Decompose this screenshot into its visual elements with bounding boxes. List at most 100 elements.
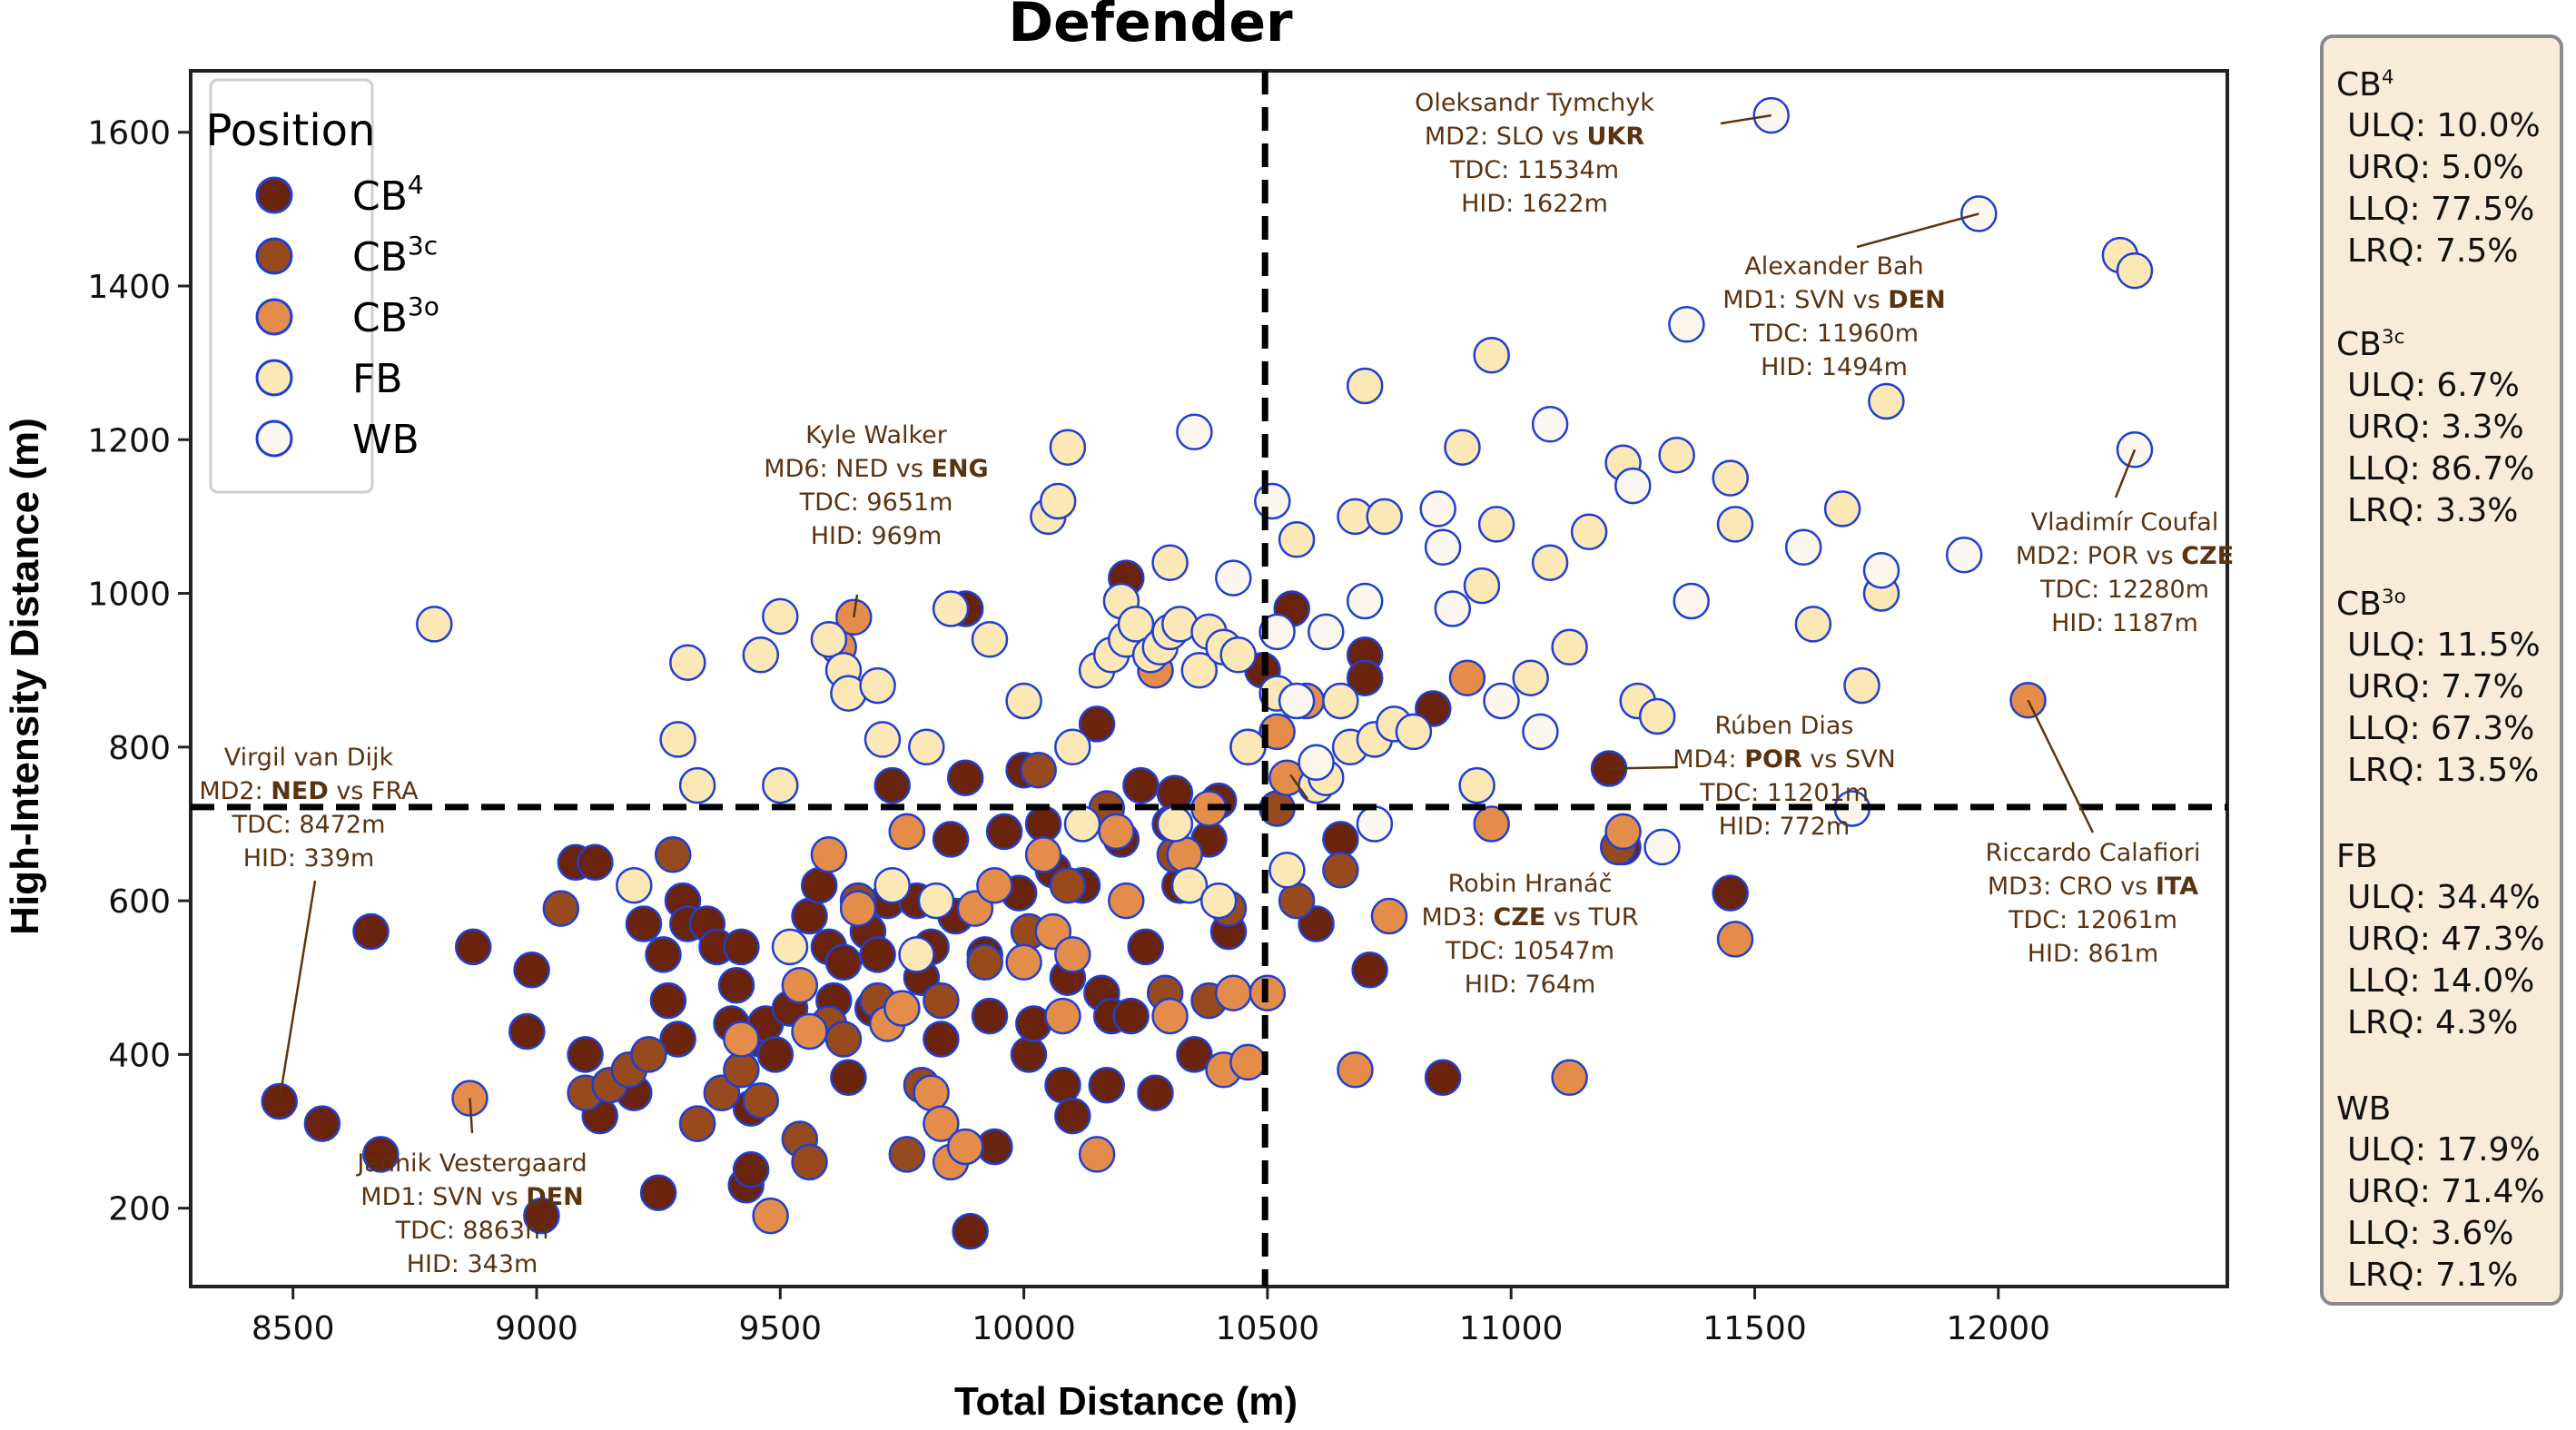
data-point-cb4 [1054, 1097, 1091, 1135]
data-point-wb [1308, 613, 1345, 651]
annotation-tdc: TDC: 10547m [1445, 937, 1614, 965]
data-point-cb3o [839, 890, 877, 927]
data-point-cb3c [654, 836, 692, 873]
data-point-fb [1005, 682, 1042, 720]
data-point-wb [1643, 828, 1681, 866]
stats-group-title: FB [2336, 837, 2560, 877]
quadrant-stats-box: CB4 ULQ: 10.0% URQ: 5.0% LLQ: 77.5% LRQ: 7.5… [2320, 35, 2563, 1306]
data-point-cb3o [781, 966, 819, 1004]
legend-label: FB [352, 356, 403, 402]
data-point-cb4 [923, 1021, 960, 1058]
data-point-wb [1215, 559, 1252, 597]
y-tick-label: 800 [108, 730, 171, 767]
stats-quadrant-value: LRQ: 13.5% [2347, 752, 2540, 789]
annotations-layer: Oleksandr Tymchyk MD2: SLO vs UKR TDC: 115… [199, 89, 2234, 1278]
data-point-cb4 [756, 1036, 795, 1073]
data-point-fb [1395, 713, 1433, 751]
match-text: vs FRA [329, 777, 419, 805]
data-point-cb4 [800, 866, 838, 904]
data-point-cb4 [649, 981, 687, 1020]
data-point-wb [1531, 406, 1569, 443]
data-point-fb [1658, 436, 1695, 474]
data-point-cb3o [791, 1012, 828, 1050]
annotation-match: MD2: NED vs FRA [199, 777, 419, 805]
x-tick-label: 8500 [252, 1310, 335, 1347]
data-point-fb [1156, 805, 1194, 843]
annotation-tdc: TDC: 9651m [799, 488, 953, 517]
data-point-fb [1823, 490, 1861, 528]
annotation-tdc: TDC: 11534m [1449, 156, 1619, 184]
annotation-player-name: Rúben Dias [1714, 712, 1853, 740]
annotation-tdc: TDC: 11960m [1749, 320, 1919, 348]
legend-label: WB [352, 417, 419, 463]
data-point-cb4 [1424, 1059, 1462, 1097]
stats-quadrant-value: ULQ: 6.7% [2347, 367, 2520, 404]
data-point-fb [1512, 659, 1549, 696]
stats-quadrant-value: ULQ: 17.9% [2347, 1131, 2541, 1169]
data-point-fb [762, 766, 799, 804]
data-point-fb [1843, 666, 1880, 705]
data-point-cb4 [1712, 874, 1749, 912]
data-point-cb3o [1098, 813, 1135, 851]
stats-group-title: CB3c [2336, 318, 2560, 365]
data-point-fb [1063, 805, 1101, 843]
stats-group-title: CB4 [2336, 58, 2560, 105]
y-tick-label: 600 [108, 883, 171, 921]
data-point-wb [1614, 467, 1652, 505]
data-point-wb [1176, 413, 1213, 451]
data-point-wb [1346, 582, 1384, 620]
data-point-cb3o [752, 1197, 789, 1235]
data-point-cb3c [630, 1036, 667, 1073]
x-tick-label: 11500 [1703, 1310, 1807, 1347]
data-point-cb4 [952, 1212, 989, 1250]
data-point-wb [1278, 682, 1316, 720]
x-axis-label: Total Distance (m) [954, 1379, 1298, 1424]
data-point-fb [1039, 482, 1077, 520]
data-point-cb3o [1604, 813, 1642, 851]
stats-quadrant-value: LRQ: 3.3% [2347, 492, 2519, 529]
match-text: MD3: CRO vs [1988, 873, 2156, 901]
data-point-fb [810, 621, 848, 658]
data-point-cb3o [2009, 681, 2047, 719]
annotation-tdc: TDC: 8472m [232, 811, 386, 839]
stats-quadrant-value: URQ: 3.3% [2347, 409, 2524, 446]
annotation-hid: HID: 1494m [1761, 353, 1908, 381]
data-point-cb4 [1351, 952, 1388, 989]
match-text: MD2: SLO vs [1425, 123, 1587, 151]
data-point-cb4 [1088, 1066, 1126, 1104]
match-team-bold: UKR [1586, 123, 1644, 151]
data-point-fb [1322, 682, 1359, 720]
data-point-cb4 [523, 1197, 560, 1235]
match-team-bold: CZE [2181, 542, 2234, 570]
stats-quadrant-value: LLQ: 14.0% [2347, 962, 2535, 1000]
data-point-cb4 [1122, 766, 1160, 804]
data-point-cb3c [1020, 751, 1057, 789]
data-point-fb [416, 606, 453, 643]
y-tick-label: 1400 [87, 269, 171, 306]
annotation: Alexander Bah MD1: SVN vs DEN TDC: 11960m H… [1722, 212, 1979, 381]
stats-quadrant-value: LLQ: 77.5% [2347, 191, 2535, 228]
data-point-fb [762, 597, 799, 636]
annotation: Robin Hranáč MD3: CZE vs TUR TDC: 10547m HI… [1289, 774, 1639, 999]
data-point-wb [1424, 528, 1462, 567]
data-point-cb3o [835, 598, 873, 636]
data-point-fb [971, 621, 1009, 658]
stats-title-sup: 3c [2381, 326, 2405, 349]
data-point-wb [1483, 682, 1520, 720]
data-point-cb3o [1716, 921, 1754, 958]
x-tick-label: 12000 [1947, 1310, 2051, 1347]
data-point-fb [1346, 367, 1384, 405]
data-point-cb3o [923, 1105, 960, 1142]
data-point-cb3o [723, 1021, 760, 1058]
data-point-cb3c [923, 981, 960, 1020]
data-point-cb3c [678, 1105, 716, 1142]
annotation-match: MD3: CRO vs ITA [1988, 873, 2198, 901]
match-team-bold: DEN [1888, 286, 1945, 314]
annotation-hid: HID: 1187m [2051, 609, 2198, 637]
data-point-fb [659, 721, 696, 758]
data-point-fb [1278, 521, 1316, 558]
data-point-fb [1180, 651, 1219, 689]
annotation-player-name: Jannik Vestergaard [355, 1149, 587, 1178]
stats-title-base: FB [2336, 838, 2378, 875]
